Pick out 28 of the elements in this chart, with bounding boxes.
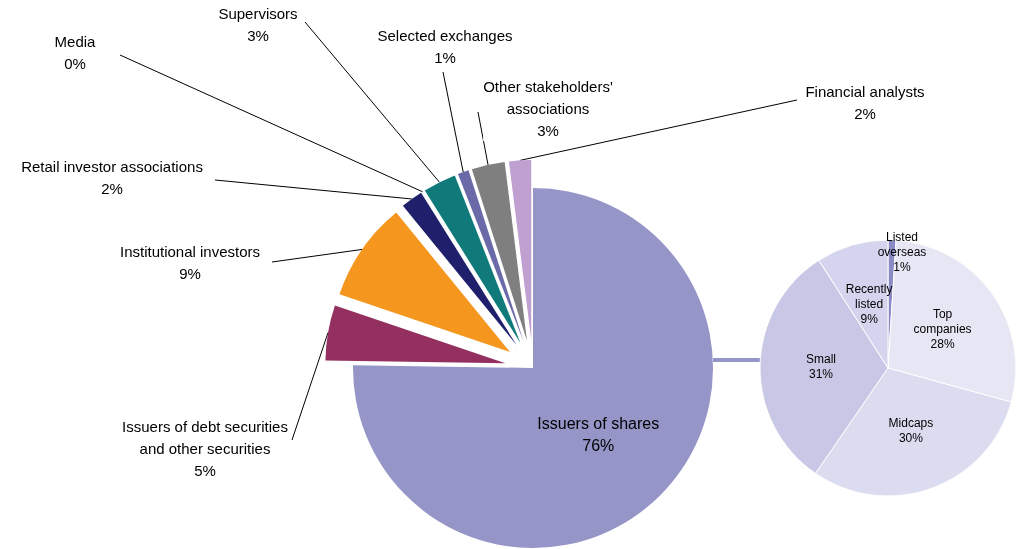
slice-label: Recently listed: [845, 281, 893, 311]
data-label: 1%: [893, 260, 911, 274]
slice-label: Small: [806, 352, 837, 367]
slice-label: Supervisors: [218, 4, 298, 22]
slice-label: Issuers of debt securities and other securities: [122, 417, 288, 457]
data-label: 3%: [537, 121, 559, 139]
data-label: 9%: [860, 311, 879, 326]
data-label: 31%: [808, 367, 834, 382]
data-label: 30%: [898, 431, 924, 446]
category-label: Media: [54, 32, 96, 50]
slice-label: Institutional investors: [119, 242, 261, 260]
slice-label: Listed overseas: [877, 230, 927, 259]
slice-label: Retail investor associations: [21, 157, 203, 175]
data-label: 9%: [179, 264, 201, 282]
data-label: 5%: [194, 461, 216, 479]
slice-label: Top companies: [913, 307, 972, 337]
data-label: 76%: [582, 436, 615, 454]
data-label: 1%: [434, 48, 456, 66]
slice-label: Financial analysts: [805, 82, 925, 100]
data-label: 28%: [930, 337, 955, 352]
text: 0%: [64, 54, 86, 72]
slice-label: Selected exchanges: [377, 26, 513, 44]
data-label: 2%: [854, 104, 876, 122]
slice-label: Midcaps: [888, 416, 934, 431]
data-label: 2%: [101, 179, 123, 197]
data-label: 3%: [247, 26, 269, 44]
slice-label: Issuers of shares: [537, 414, 660, 432]
slice-label: Other stakeholders' associations: [483, 77, 613, 117]
